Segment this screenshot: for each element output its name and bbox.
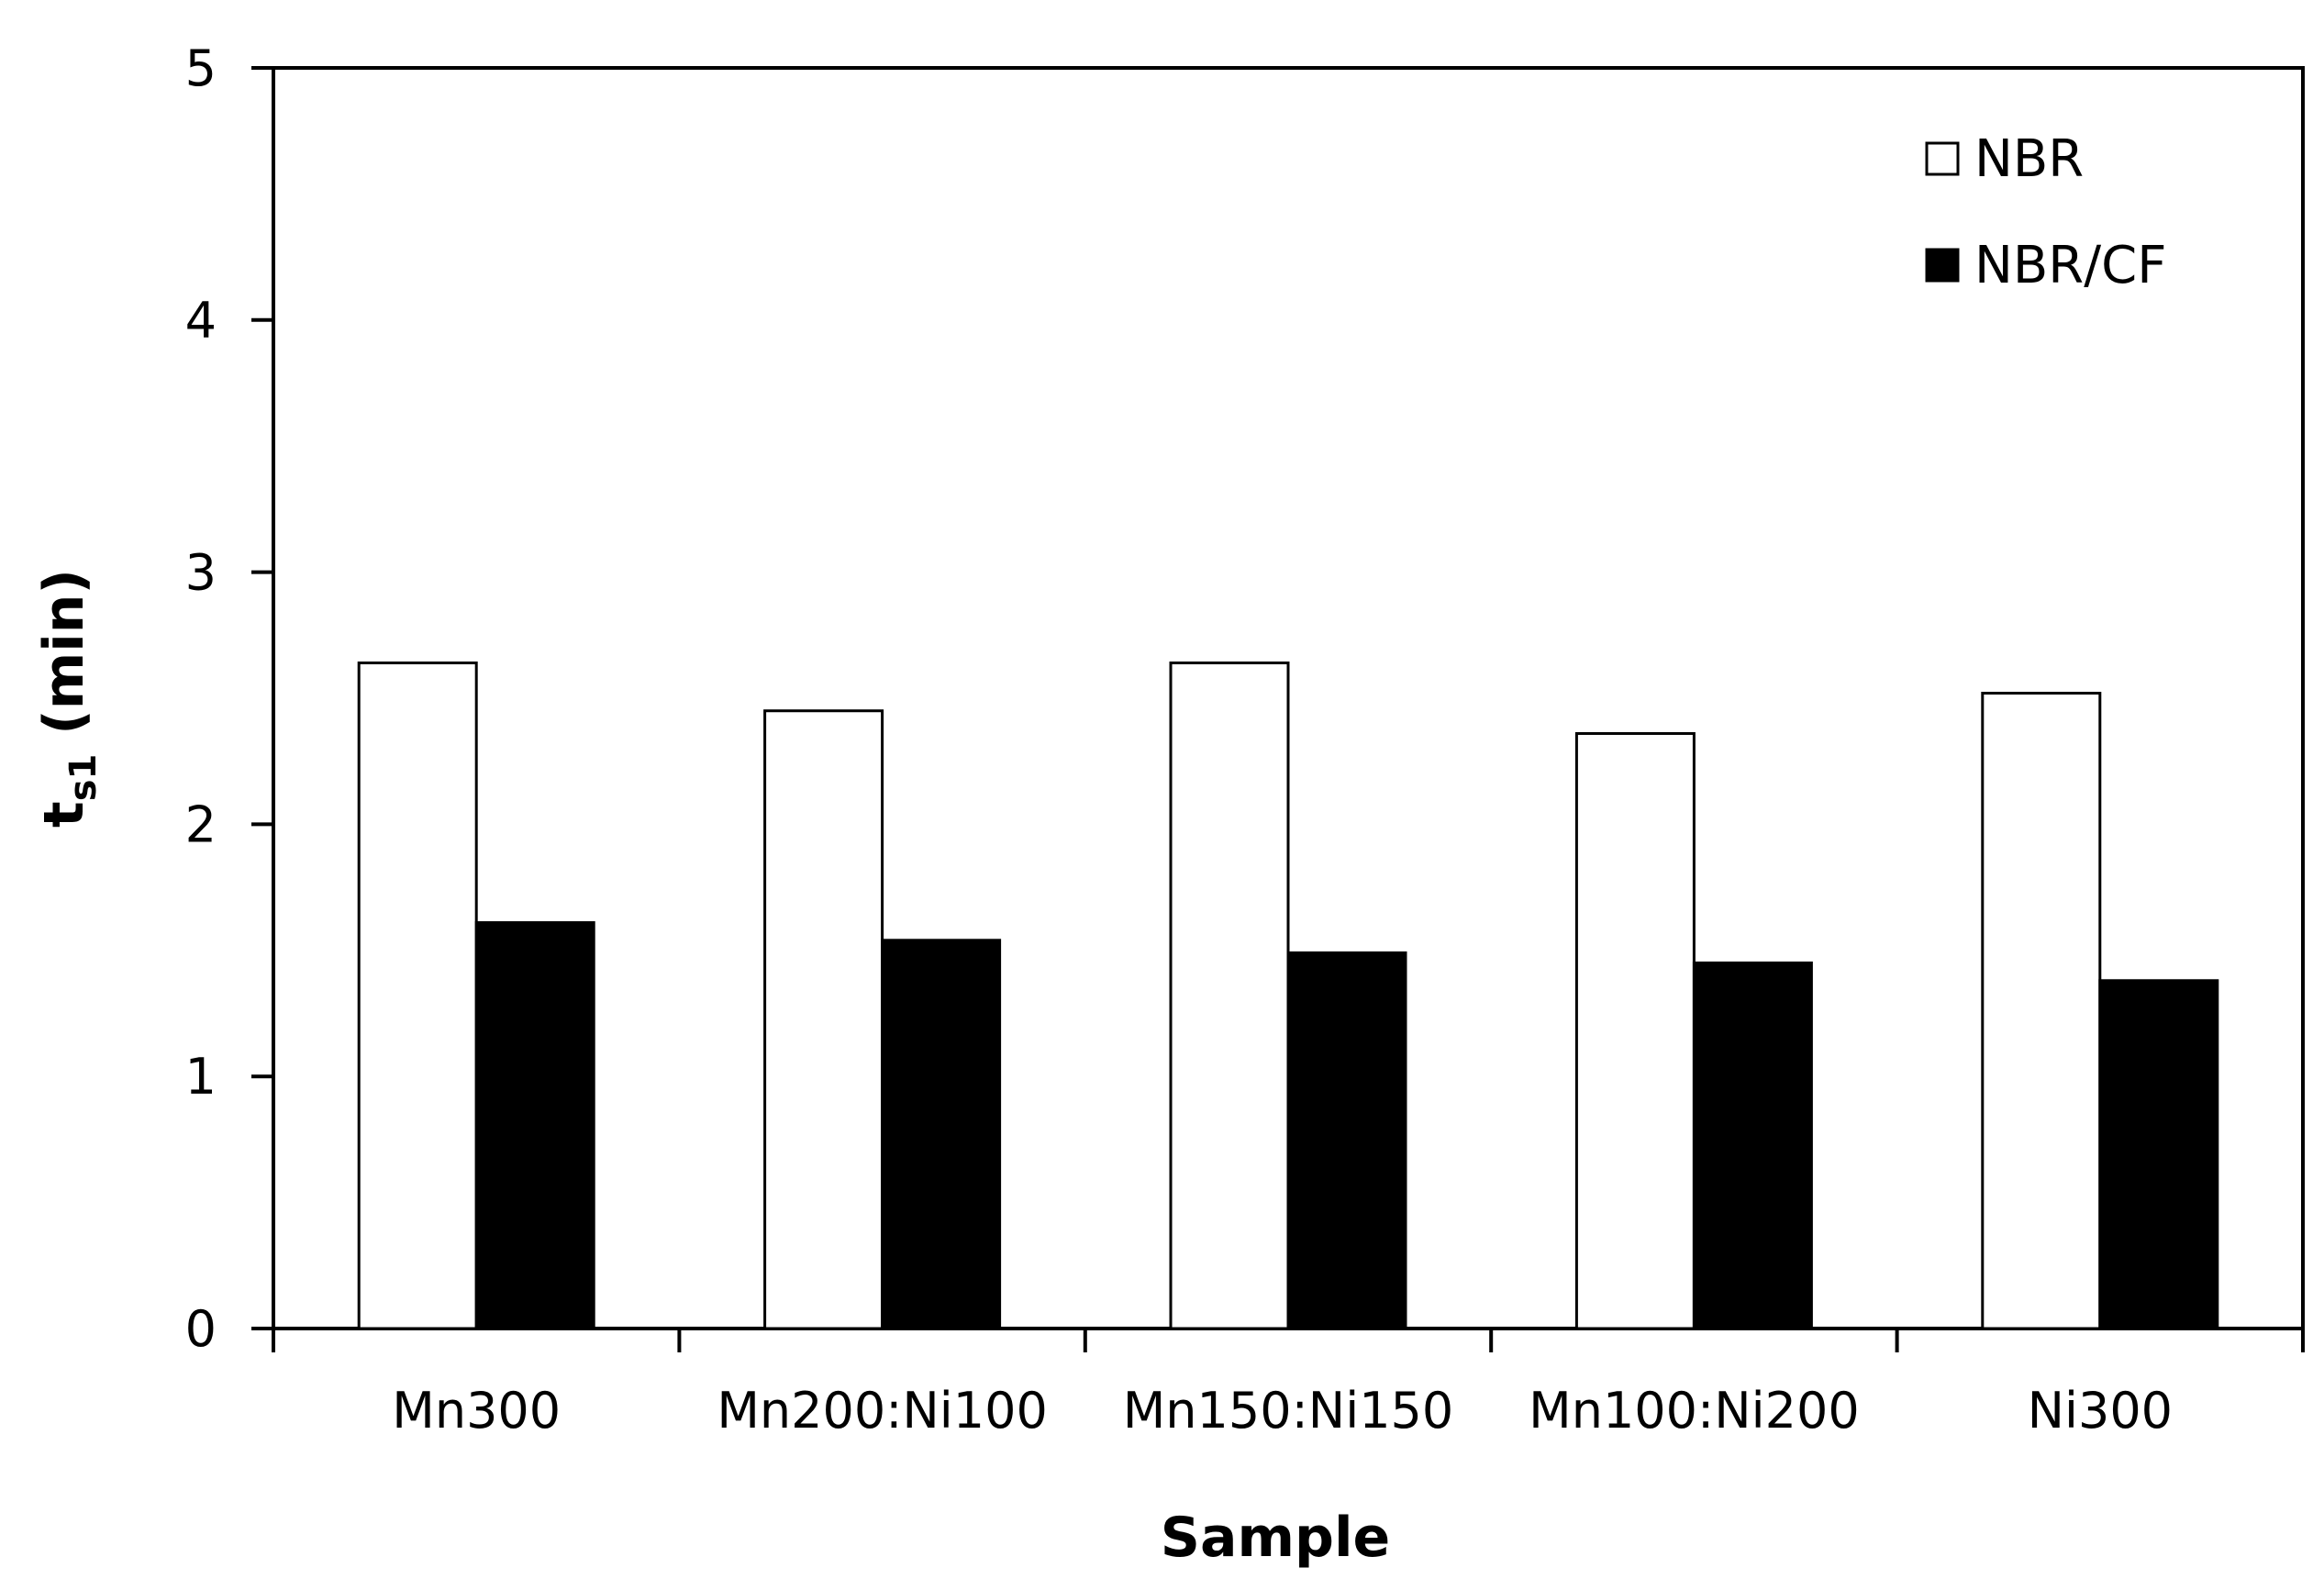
bar-nbr-cf-mn200-ni100 xyxy=(881,939,1002,1330)
bar-nbr-cf-mn150-ni150 xyxy=(1286,951,1407,1330)
y-tick-label-3: 3 xyxy=(185,544,217,602)
legend-label-nbr: NBR xyxy=(1974,129,2084,189)
y-axis-title-unit: (min) xyxy=(32,569,96,754)
y-axis-title-main: t xyxy=(32,801,96,828)
legend-label-nbr-cf: NBR/CF xyxy=(1974,236,2166,295)
y-tick-label-5: 5 xyxy=(185,39,217,97)
bar-nbr-mn150-ni150 xyxy=(1169,662,1290,1330)
bar-nbr-mn100-ni200 xyxy=(1574,731,1696,1330)
y-tick-label-2: 2 xyxy=(185,795,217,853)
bar-nbr-mn300 xyxy=(357,662,478,1330)
x-tick-label-mn300: Mn300 xyxy=(392,1382,561,1440)
y-axis-title-subscript: s1 xyxy=(62,754,105,802)
y-tick-label-0: 0 xyxy=(185,1300,217,1358)
bar-nbr-mn200-ni100 xyxy=(763,709,884,1330)
x-tick-label-mn150-ni150: Mn150:Ni150 xyxy=(1123,1382,1454,1440)
bar-nbr-cf-ni300 xyxy=(2098,979,2219,1330)
legend-swatch-nbr-cf xyxy=(1925,248,1960,283)
x-tick-label-mn200-ni100: Mn200:Ni100 xyxy=(717,1382,1048,1440)
y-axis-title: ts1 (min) xyxy=(32,569,105,828)
bar-nbr-cf-mn100-ni200 xyxy=(1692,962,1813,1330)
x-axis-title: Sample xyxy=(1161,1506,1390,1570)
y-tick-label-4: 4 xyxy=(185,292,217,350)
bar-nbr-cf-mn300 xyxy=(474,921,595,1330)
x-tick-label-mn100-ni200: Mn100:Ni200 xyxy=(1529,1382,1860,1440)
y-tick-label-1: 1 xyxy=(185,1048,217,1106)
legend: NBR NBR/CF xyxy=(1925,129,2166,295)
bar-nbr-ni300 xyxy=(1981,692,2102,1330)
x-tick-label-ni300: Ni300 xyxy=(2028,1382,2173,1440)
legend-swatch-nbr xyxy=(1925,141,1960,176)
bars-layer xyxy=(357,662,2219,1330)
ticks-layer: Mn300 Mn200:Ni100 Mn150:Ni150 Mn100:Ni200 Ni… xyxy=(185,39,2305,1440)
